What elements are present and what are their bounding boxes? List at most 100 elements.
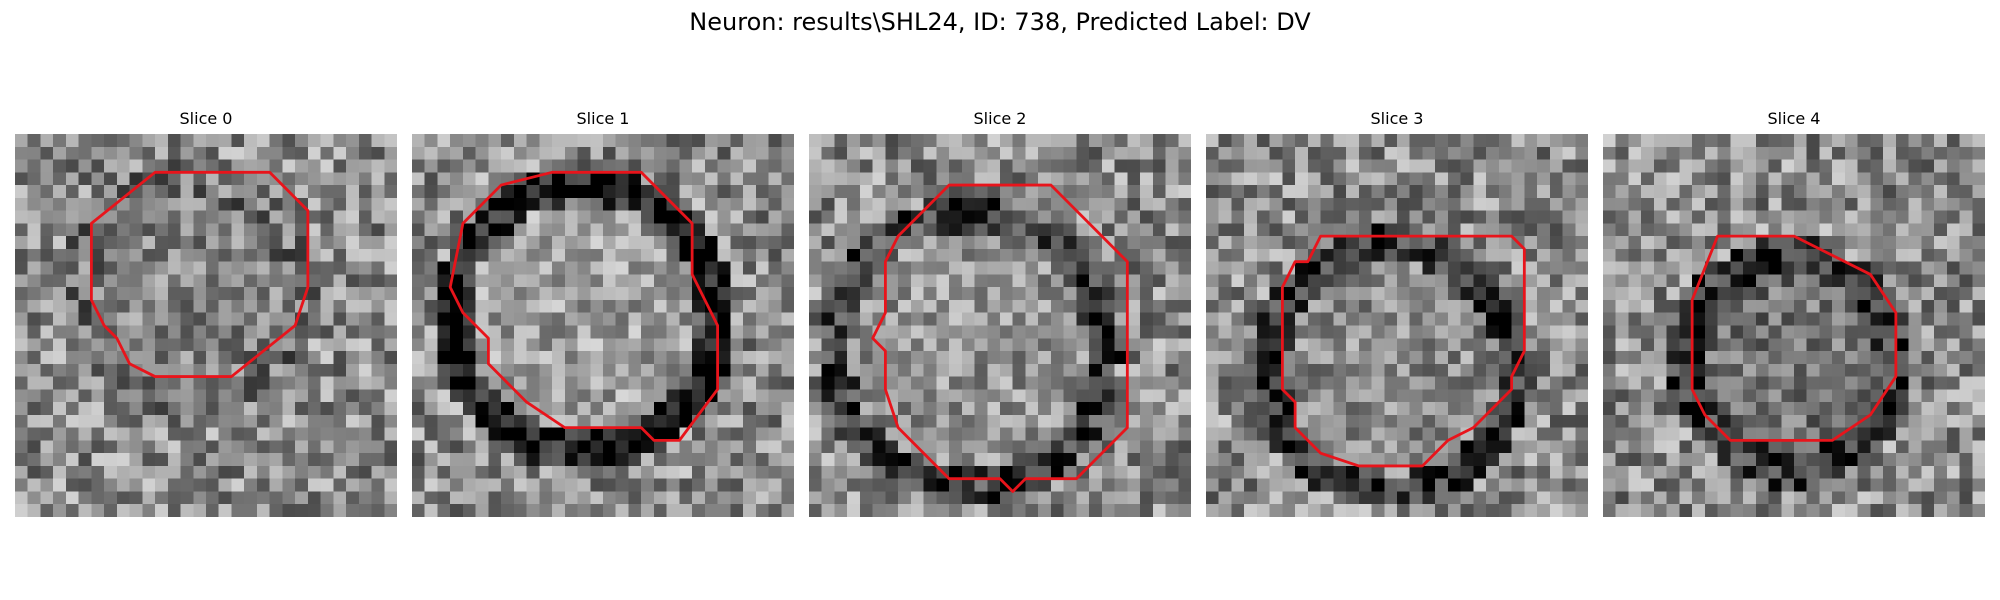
pixel xyxy=(501,414,515,428)
pixel xyxy=(244,287,258,301)
pixel xyxy=(1178,453,1191,467)
pixel xyxy=(1819,299,1833,313)
pixel xyxy=(282,363,296,377)
pixel xyxy=(1447,504,1461,517)
pixel xyxy=(501,504,515,517)
pixel xyxy=(679,338,693,352)
pixel xyxy=(885,325,899,339)
pixel xyxy=(1972,376,1985,390)
pixel xyxy=(974,427,988,441)
pixel xyxy=(564,478,578,492)
pixel xyxy=(1269,453,1283,467)
pixel xyxy=(743,491,757,505)
pixel xyxy=(1244,274,1258,288)
pixel xyxy=(1320,440,1334,454)
pixel xyxy=(1908,376,1922,390)
pixel xyxy=(1089,338,1103,352)
pixel xyxy=(898,274,912,288)
pixel xyxy=(1025,134,1039,148)
pixel xyxy=(1537,287,1551,301)
pixel xyxy=(1653,236,1667,250)
pixel xyxy=(488,312,502,326)
pixel xyxy=(269,248,283,262)
pixel xyxy=(244,478,258,492)
pixel xyxy=(809,287,822,301)
pixel xyxy=(1575,389,1588,403)
pixel xyxy=(1806,197,1820,211)
pixel xyxy=(1409,197,1423,211)
pixel xyxy=(1231,197,1245,211)
pixel xyxy=(1832,402,1846,416)
pixel xyxy=(768,223,782,237)
pixel xyxy=(180,197,194,211)
pixel xyxy=(847,478,861,492)
pixel xyxy=(1870,491,1884,505)
pixel xyxy=(526,376,540,390)
pixel xyxy=(1628,325,1642,339)
pixel xyxy=(1178,248,1191,262)
pixel xyxy=(1397,197,1410,211)
pixel xyxy=(346,440,360,454)
pixel xyxy=(615,389,629,403)
pixel xyxy=(743,427,757,441)
pixel xyxy=(78,274,92,288)
pixel xyxy=(730,491,744,505)
pixel xyxy=(653,414,667,428)
pixel xyxy=(40,197,54,211)
pixel xyxy=(834,197,848,211)
pixel xyxy=(346,172,360,186)
pixel xyxy=(1114,172,1128,186)
pixel xyxy=(1781,414,1795,428)
pixel xyxy=(1346,504,1360,517)
pixel xyxy=(1755,236,1769,250)
pixel xyxy=(768,312,782,326)
pixel xyxy=(1165,210,1179,224)
pixel xyxy=(1972,491,1985,505)
pixel xyxy=(1511,414,1525,428)
pixel xyxy=(333,197,347,211)
pixel xyxy=(872,478,886,492)
pixel xyxy=(513,287,527,301)
pixel xyxy=(743,287,757,301)
pixel xyxy=(755,312,769,326)
pixel xyxy=(1218,134,1232,148)
pixel xyxy=(1256,491,1270,505)
pixel xyxy=(1743,312,1757,326)
pixel xyxy=(78,427,92,441)
pixel xyxy=(1883,427,1897,441)
pixel xyxy=(1615,134,1629,148)
pixel xyxy=(936,351,950,365)
pixel xyxy=(781,159,794,173)
pixel xyxy=(1473,261,1487,275)
pixel xyxy=(1641,299,1655,313)
pixel xyxy=(539,504,553,517)
pixel xyxy=(1692,453,1706,467)
pixel xyxy=(384,236,397,250)
pixel xyxy=(488,274,502,288)
pixel xyxy=(1628,402,1642,416)
pixel xyxy=(1076,402,1090,416)
pixel xyxy=(1768,389,1782,403)
pixel xyxy=(961,197,975,211)
pixel xyxy=(1819,376,1833,390)
pixel xyxy=(1050,236,1064,250)
pixel xyxy=(437,325,451,339)
pixel xyxy=(53,146,67,160)
pixel xyxy=(193,414,207,428)
pixel xyxy=(371,248,385,262)
pixel xyxy=(27,223,41,237)
pixel xyxy=(1063,351,1077,365)
pixel xyxy=(1244,478,1258,492)
pixel xyxy=(1832,274,1846,288)
pixel xyxy=(1603,299,1616,313)
pixel xyxy=(231,414,245,428)
pixel xyxy=(1704,223,1718,237)
pixel xyxy=(1628,159,1642,173)
pixel xyxy=(1152,134,1166,148)
pixel xyxy=(27,325,41,339)
pixel xyxy=(743,478,757,492)
pixel xyxy=(1165,427,1179,441)
pixel xyxy=(462,248,476,262)
pixel xyxy=(1537,376,1551,390)
pixel xyxy=(412,146,425,160)
